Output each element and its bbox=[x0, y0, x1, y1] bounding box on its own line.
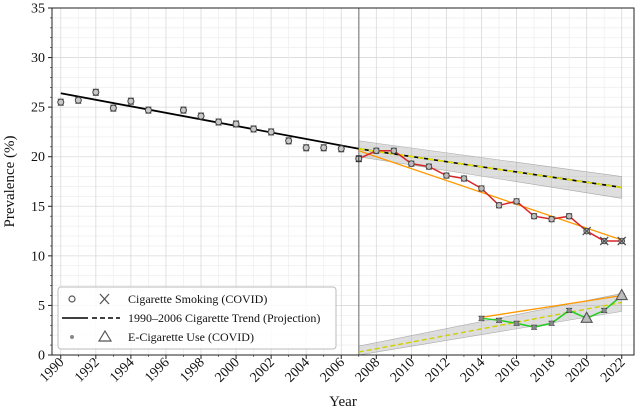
y-tick-label: 20 bbox=[31, 150, 45, 165]
x-tick-label: 2000 bbox=[212, 355, 242, 385]
cigarette-covid-dot bbox=[408, 160, 415, 167]
cigarette-covid-dot bbox=[425, 163, 433, 170]
cigarette-projection-dash bbox=[358, 147, 622, 189]
x-tick-label: 1996 bbox=[142, 355, 172, 385]
y-tick-label: 10 bbox=[31, 249, 45, 264]
confidence-band bbox=[358, 293, 623, 356]
confidence-bands bbox=[358, 140, 623, 356]
cigarette-covid-dot bbox=[495, 202, 503, 209]
cigarette-covid-dot bbox=[565, 212, 573, 220]
e-cigarette-point bbox=[531, 324, 537, 330]
cigarette-covid-x bbox=[599, 236, 609, 246]
series-markers bbox=[57, 88, 629, 330]
cigarette-point bbox=[215, 118, 223, 126]
x-tick-label: 2022 bbox=[598, 355, 628, 385]
e-cigarette-triangle bbox=[580, 311, 594, 323]
legend-circle-marker bbox=[68, 295, 76, 303]
e-cigarette-point bbox=[566, 307, 572, 313]
confidence-band bbox=[358, 140, 623, 199]
cigarette-point bbox=[337, 145, 345, 153]
cigarette-covid-x bbox=[617, 236, 627, 246]
cigarette-covid-dot bbox=[460, 175, 468, 182]
cigarette-point bbox=[302, 144, 310, 152]
cigarette-point bbox=[127, 97, 135, 105]
cigarette-covid-dot bbox=[478, 185, 485, 192]
x-axis-label: Year bbox=[329, 394, 357, 410]
x-tick-label: 2012 bbox=[423, 355, 453, 385]
legend-box bbox=[57, 286, 337, 350]
y-tick-label: 30 bbox=[31, 51, 45, 66]
x-tick-label: 2006 bbox=[318, 355, 348, 385]
y-tick-label: 0 bbox=[38, 349, 45, 364]
cigarette-point bbox=[197, 112, 205, 120]
cigarette-point bbox=[57, 98, 65, 106]
cigarette-post-trend-line bbox=[358, 150, 622, 241]
x-tick-label: 2008 bbox=[353, 355, 383, 385]
cigarette-point bbox=[92, 88, 100, 96]
cigarette-trend-line bbox=[60, 92, 359, 150]
e-cigarette-point bbox=[496, 317, 502, 323]
cigarette-point bbox=[74, 96, 82, 104]
plot-frame bbox=[51, 7, 635, 356]
cigarette-covid-dot bbox=[530, 212, 538, 220]
e-cigarette-baseline-line bbox=[358, 301, 622, 353]
x-tick-label: 2014 bbox=[458, 355, 488, 385]
e-cigarette-triangle bbox=[615, 288, 629, 301]
e-cigarette-post-trend-line bbox=[481, 294, 622, 318]
cigarette-point bbox=[285, 137, 293, 145]
legend-x-stroke bbox=[99, 293, 110, 305]
legend-entry-cigarette-smoking: Cigarette Smoking (COVID) bbox=[68, 292, 267, 306]
e-cigarette-point bbox=[549, 320, 555, 326]
y-tick-label: 5 bbox=[38, 299, 45, 314]
legend-x-marker bbox=[99, 293, 110, 305]
x-tick-label: 1998 bbox=[177, 355, 207, 385]
x-tick-label: 2018 bbox=[528, 355, 558, 385]
legend-entry-e-cigarette: E-Cigarette Use (COVID) bbox=[70, 329, 254, 344]
x-tick-label: 1992 bbox=[72, 355, 102, 385]
x-tick-label: 2020 bbox=[563, 355, 593, 385]
e-cigarette-point bbox=[514, 320, 520, 326]
legend-triangle-marker bbox=[97, 329, 113, 342]
y-axis-label: Prevalence (%) bbox=[2, 135, 18, 227]
legend-label: E-Cigarette Use (COVID) bbox=[128, 330, 254, 344]
y-tick-label: 25 bbox=[31, 101, 45, 116]
cigarette-point bbox=[320, 144, 328, 152]
y-tick-label: 35 bbox=[31, 2, 45, 17]
legend-dot-marker bbox=[70, 335, 74, 339]
legend-label: Cigarette Smoking (COVID) bbox=[128, 292, 267, 306]
legend: Cigarette Smoking (COVID) 1990–2006 Ciga… bbox=[57, 286, 337, 350]
x-tick-label: 2004 bbox=[283, 355, 313, 385]
cigarette-point bbox=[109, 104, 117, 112]
cigarette-covid-dot bbox=[548, 215, 555, 223]
e-cigarette-point bbox=[601, 307, 607, 313]
legend-entry-cigarette-trend: 1990–2006 Cigarette Trend (Projection) bbox=[62, 311, 320, 325]
cigarette-point bbox=[267, 128, 275, 136]
cigarette-covid-x bbox=[582, 226, 592, 236]
x-tick-label: 2016 bbox=[493, 355, 523, 385]
cigarette-covid-dot bbox=[443, 172, 450, 179]
e-cigarette-point bbox=[478, 315, 484, 321]
x-tick-label: 1994 bbox=[107, 355, 137, 385]
cigarette-point bbox=[179, 106, 187, 114]
cigarette-point bbox=[144, 106, 152, 114]
legend-label: 1990–2006 Cigarette Trend (Projection) bbox=[128, 311, 320, 325]
cigarette-covid-dot bbox=[390, 147, 398, 155]
cigarette-smoking-series-line bbox=[358, 150, 622, 242]
cigarette-point bbox=[232, 120, 240, 128]
x-tick-label: 2010 bbox=[388, 355, 418, 385]
y-tick-label: 15 bbox=[31, 200, 45, 215]
cigarette-point bbox=[250, 125, 258, 133]
cigarette-covid-dot bbox=[373, 147, 380, 155]
cigarette-covid-dot bbox=[513, 198, 520, 205]
x-tick-label: 2002 bbox=[248, 355, 278, 385]
